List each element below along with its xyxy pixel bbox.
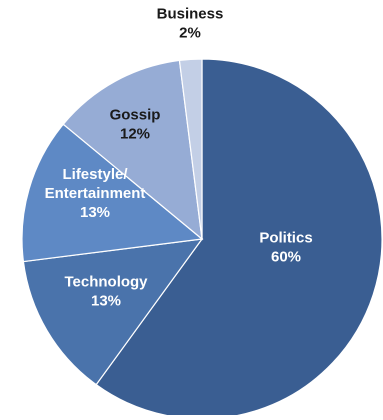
slice-category-lifestyle-entertainment: Entertainment [45, 185, 146, 202]
slice-label-gossip: Gossip 12% [110, 107, 161, 143]
slice-label-lifestyle-entertainment: Lifestyle/Entertainment 13% [45, 166, 146, 221]
slice-category-gossip: Gossip [110, 107, 161, 124]
pie-slice-business [178, 58, 203, 240]
slice-label-business: Business 2% [157, 6, 224, 42]
slice-category-business: Business [157, 6, 224, 23]
slice-category-lifestyle-entertainment: Lifestyle/ [62, 166, 128, 183]
slice-category-politics: Politics [259, 230, 312, 247]
pie-labels: Politics 60%Technology 13%Lifestyle/Entert… [45, 6, 313, 310]
slice-value-gossip: 12% [120, 126, 150, 143]
slice-value-business: 2% [179, 25, 201, 42]
pie-slice-gossip [62, 59, 203, 241]
pie-slice-technology [22, 238, 204, 386]
slice-label-technology: Technology 13% [64, 274, 148, 310]
slice-value-technology: 13% [91, 293, 121, 310]
slice-value-lifestyle-entertainment: 13% [80, 204, 110, 221]
slice-category-technology: Technology [64, 274, 148, 291]
pie-slices [21, 58, 383, 420]
pie-slice-lifestyle-entertainment [21, 123, 204, 263]
slice-label-politics: Politics 60% [259, 230, 312, 266]
slice-value-politics: 60% [271, 249, 301, 266]
